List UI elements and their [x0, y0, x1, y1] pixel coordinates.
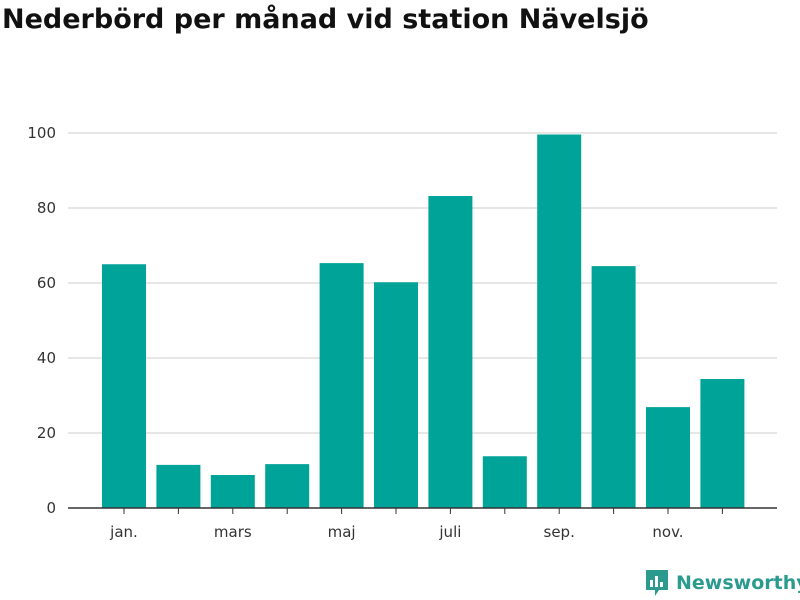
- x-tick-label: maj: [328, 523, 356, 541]
- y-tick-label: 60: [37, 274, 56, 292]
- bar-dec: [700, 379, 745, 508]
- x-tick-label: juli: [438, 523, 461, 541]
- bar-nov: [646, 407, 690, 508]
- x-tick-label: jan.: [109, 523, 138, 541]
- bar-sep: [537, 134, 582, 508]
- chart-title: Nederbörd per månad vid station Nävelsjö: [2, 4, 649, 35]
- y-tick-label: 100: [27, 124, 56, 142]
- axes: [68, 507, 777, 514]
- bars: [102, 134, 745, 508]
- gridlines: [68, 132, 777, 434]
- bar-jan: [102, 264, 146, 508]
- y-tick-label: 80: [37, 199, 56, 217]
- y-tick-label: 20: [37, 424, 56, 442]
- bar-chart-badge-icon: [646, 570, 668, 596]
- x-tick-label: nov.: [652, 523, 683, 541]
- bar-feb: [156, 464, 201, 508]
- x-tick-label: sep.: [544, 523, 575, 541]
- bar-aug: [482, 456, 527, 508]
- bar-maj: [319, 263, 364, 508]
- brand-name: Newsworthy: [676, 572, 800, 594]
- bar-okt: [591, 266, 636, 508]
- bar-juni: [374, 282, 418, 508]
- x-tick-label: mars: [214, 523, 252, 541]
- bar-juli: [428, 196, 473, 508]
- bar-april: [265, 464, 310, 508]
- x-tick-labels: jan. mars maj juli sep. nov.: [109, 523, 683, 541]
- y-tick-label: 40: [37, 349, 56, 367]
- y-tick-labels: 0 20 40 60 80 100: [27, 124, 56, 517]
- bar-mars: [210, 475, 255, 508]
- newsworthy-logo: Newsworthy: [644, 568, 800, 598]
- y-tick-label: 0: [46, 499, 56, 517]
